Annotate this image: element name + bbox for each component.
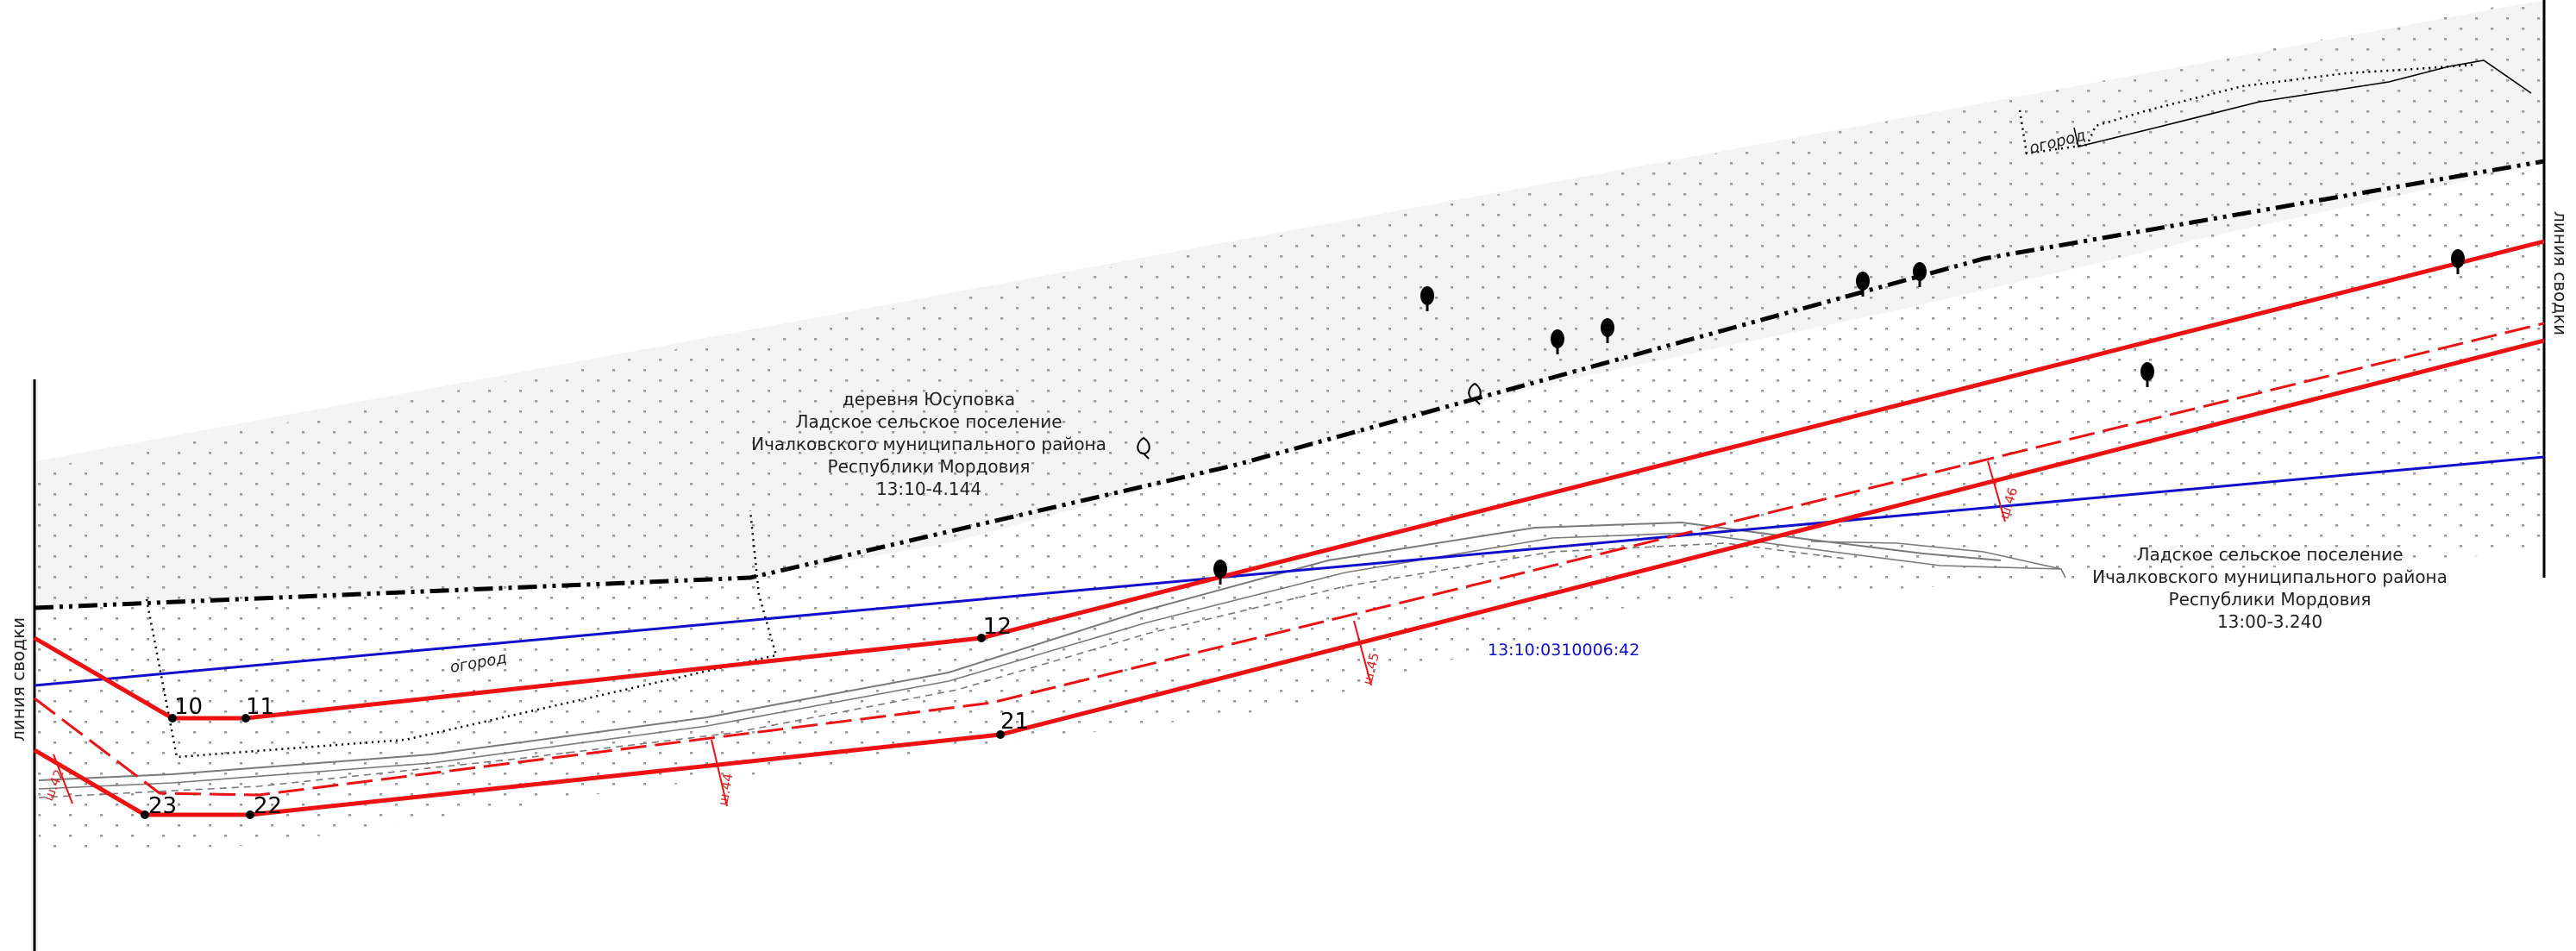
settlement-label-line-3: Ичалковского муниципального района xyxy=(751,434,1106,454)
trees xyxy=(1213,249,2465,585)
right-sheet-edge-label: линия сводки xyxy=(2550,211,2571,335)
settlement-boundary-line xyxy=(34,159,2545,610)
point-23-marker xyxy=(141,810,149,819)
boundary-point-markers xyxy=(141,634,1005,819)
road-dashed-line xyxy=(38,542,1846,798)
red-boundary-dashed-centerline xyxy=(34,322,2545,797)
district-label-line-4: 13:00-3.240 xyxy=(2217,611,2322,632)
settlement-label-line-2: Ладское сельское поселение xyxy=(795,411,1062,432)
deciduous-tree-icon xyxy=(1856,272,1870,297)
point-label-12: 12 xyxy=(983,614,1012,640)
settlement-edge-line-top xyxy=(2073,59,2532,147)
left-sheet-edge-label: линия сводки xyxy=(8,617,28,741)
parcel-boundary-blue-line xyxy=(34,455,2545,687)
district-label-line-3: Республики Мордовия xyxy=(2169,589,2372,610)
settlement-label-line-1: деревня Юсуповка xyxy=(843,389,1015,410)
settlement-label: деревня Юсуповка Ладское сельское поселе… xyxy=(751,389,1106,499)
shrub-outline-icon xyxy=(1468,382,1482,405)
deciduous-tree-icon xyxy=(1601,318,1614,343)
deciduous-tree-icon xyxy=(1213,560,1227,585)
shrub-outline-icon xyxy=(1137,436,1150,460)
deciduous-tree-icon xyxy=(1913,262,1927,287)
point-label-11: 11 xyxy=(246,694,274,720)
point-22-marker xyxy=(246,810,254,819)
point-label-10: 10 xyxy=(174,694,203,720)
red-boundary-upper xyxy=(33,239,2545,721)
deciduous-tree-icon xyxy=(1420,286,1434,311)
deciduous-tree-icon xyxy=(2451,249,2465,274)
deciduous-tree-icon xyxy=(1551,329,1564,354)
settlement-label-line-5: 13:10-4.144 xyxy=(876,479,981,499)
point-21-marker xyxy=(996,730,1005,739)
deciduous-tree-icon xyxy=(2140,362,2154,387)
point-label-22: 22 xyxy=(254,793,282,819)
point-label-21: 21 xyxy=(1000,709,1029,735)
garden-outline-left xyxy=(145,510,778,759)
district-label-line-2: Ичалковского муниципального района xyxy=(2092,566,2448,587)
cadastral-number-label: 13:10:0310006:42 xyxy=(1488,641,1639,660)
road-edge-line-2 xyxy=(38,532,2062,790)
point-10-marker xyxy=(168,714,177,723)
point-12-marker xyxy=(977,634,986,642)
point-11-marker xyxy=(241,714,250,723)
shrubs xyxy=(1137,382,1482,460)
road-edge-line-3 xyxy=(1810,541,2066,579)
red-dimension-ticks xyxy=(53,460,2006,807)
point-label-23: 23 xyxy=(148,793,177,819)
district-label: Ладское сельское поселение Ичалковского … xyxy=(2092,544,2448,632)
settlement-label-line-4: Республики Мордовия xyxy=(828,456,1031,477)
district-label-line-1: Ладское сельское поселение xyxy=(2136,544,2403,565)
